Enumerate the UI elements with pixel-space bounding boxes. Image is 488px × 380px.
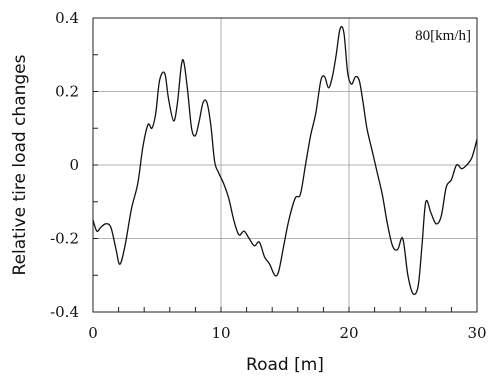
series-line [92,25,478,296]
x-tick-label: 20 [339,324,358,342]
y-axis-title: Relative tire load changes [10,54,30,275]
gridlines [93,18,477,312]
y-tick-label: -0.2 [50,230,79,248]
x-tick-label: 0 [88,324,98,342]
x-tick-label: 10 [211,324,230,342]
y-tick-label: 0.4 [55,9,79,27]
tick-labels: 0 10 20 30 -0.4 -0.2 0 0.2 0.4 [50,9,486,342]
speed-annotation: 80[km/h] [415,28,471,44]
y-tick-label: -0.4 [50,303,79,321]
x-axis-title: Road [m] [246,355,324,375]
axis-ticks [92,17,478,313]
x-tick-label: 30 [467,324,486,342]
y-tick-label: 0 [69,156,79,174]
y-tick-label: 0.2 [55,83,79,101]
